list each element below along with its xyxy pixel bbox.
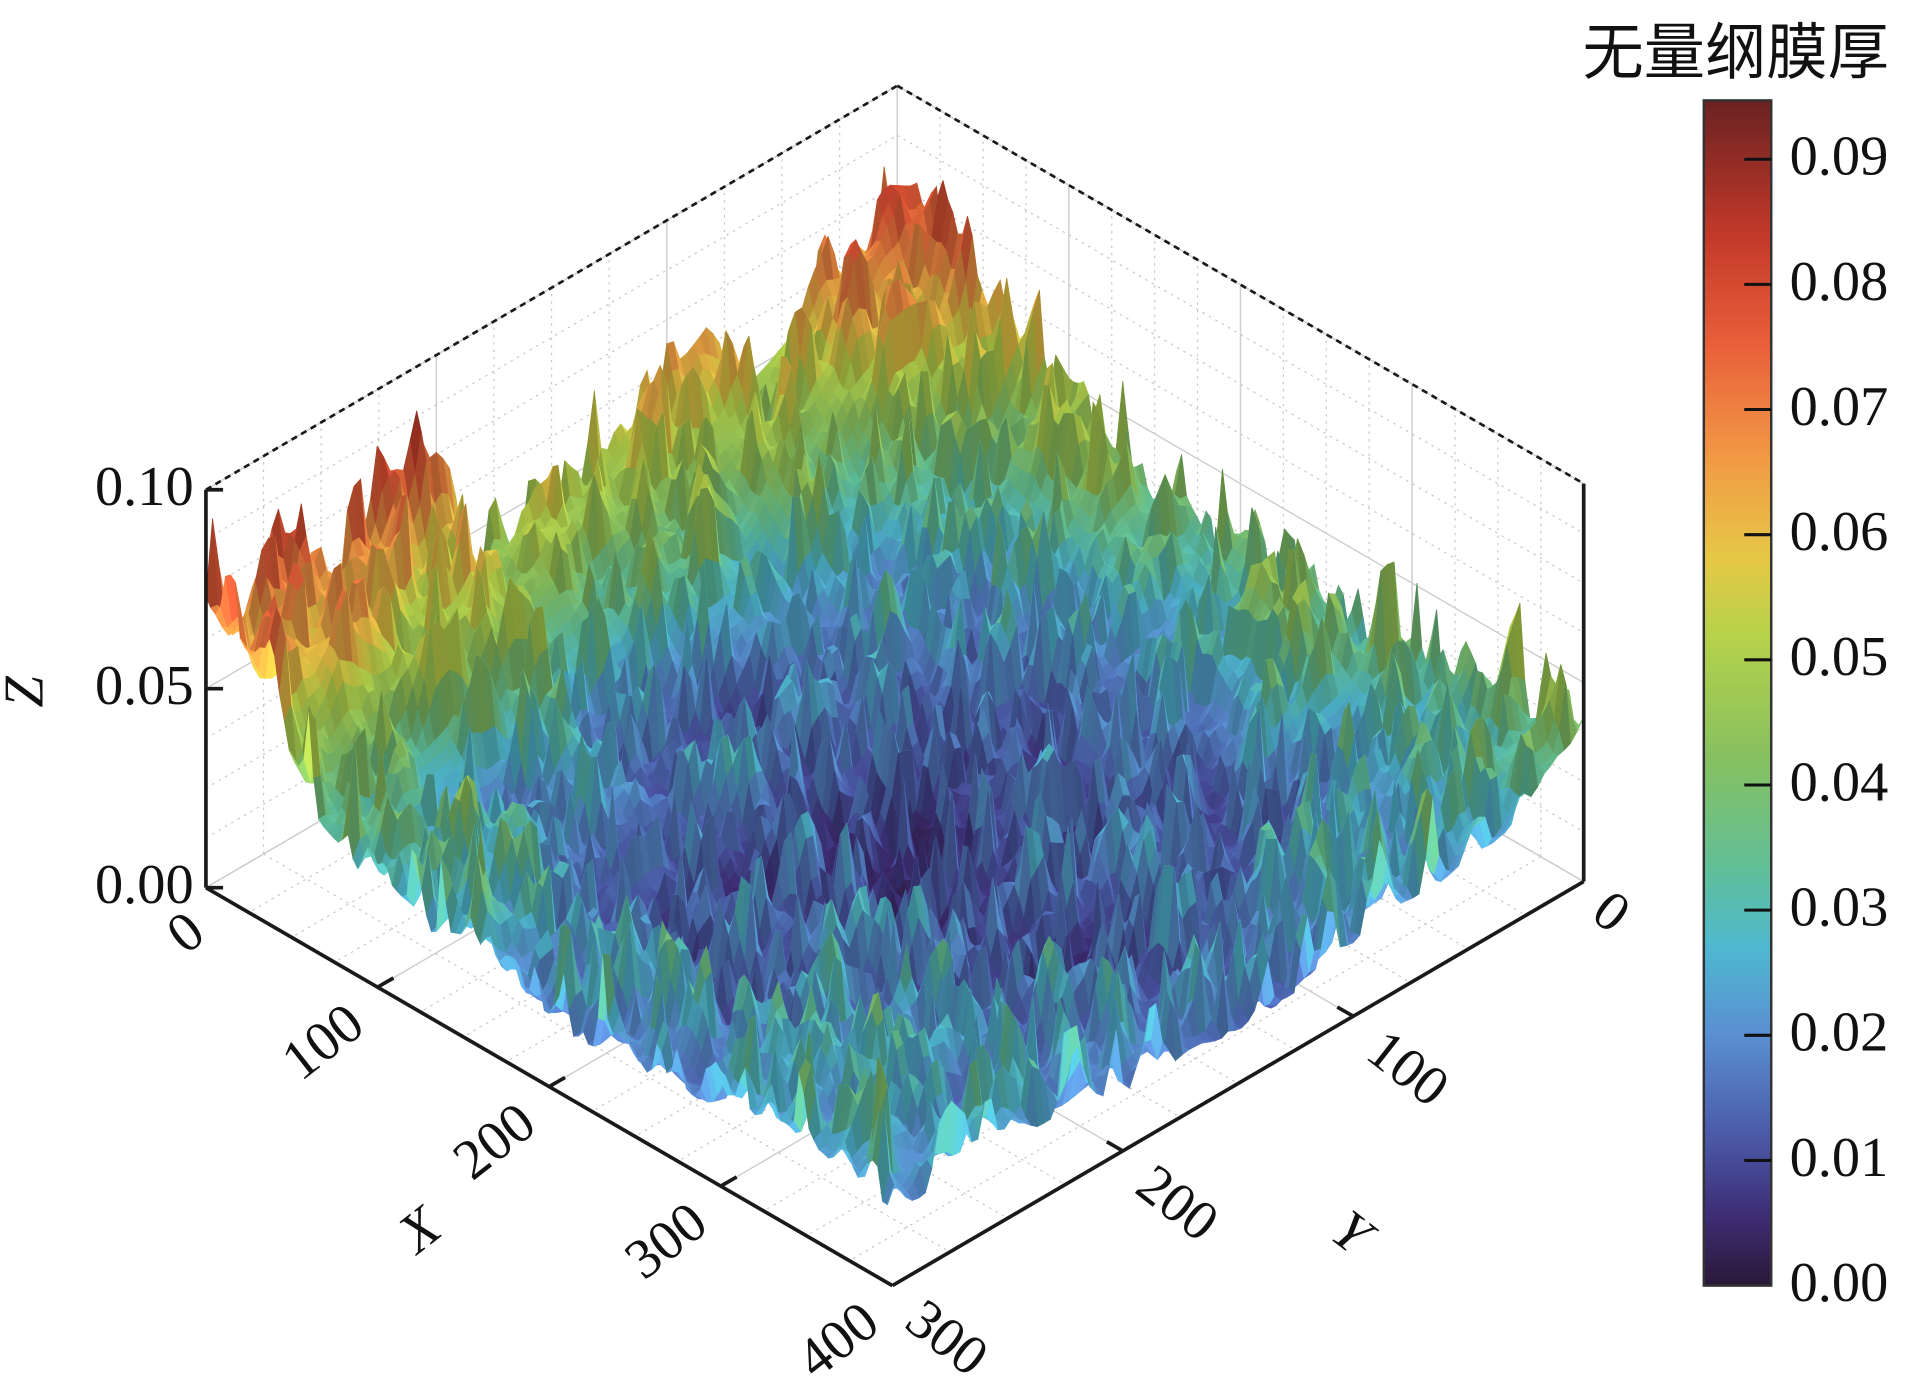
surface-chart: 010020030040001002003000.000.050.10XYZ 无… (0, 0, 1922, 1386)
